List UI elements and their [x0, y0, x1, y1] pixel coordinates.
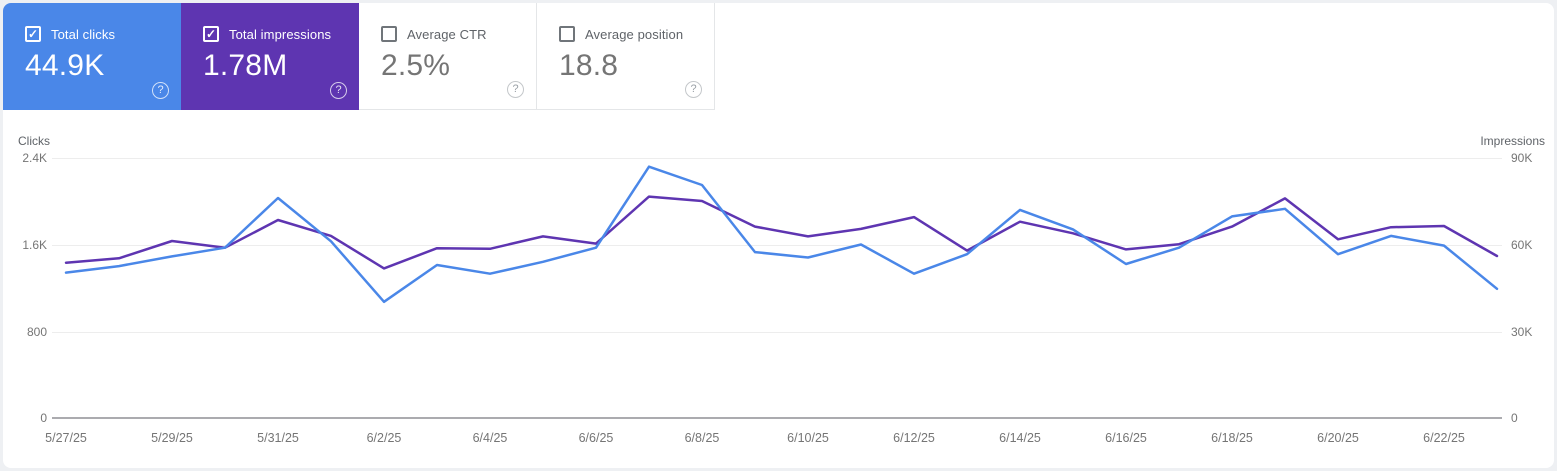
average-ctr-checkbox[interactable]: [381, 26, 397, 42]
date-label: 6/4/25: [472, 431, 508, 445]
metric-cards-row: ✓ Total clicks 44.9K ? ✓ Total impressio…: [3, 3, 715, 110]
date-label: 5/27/25: [45, 431, 87, 445]
card-average-position[interactable]: Average position 18.8 ?: [537, 3, 715, 110]
card-total-clicks[interactable]: ✓ Total clicks 44.9K ?: [3, 3, 181, 110]
total-clicks-value: 44.9K: [25, 49, 105, 82]
average-position-checkbox[interactable]: [559, 26, 575, 42]
date-label: 6/22/25: [1423, 431, 1465, 445]
checkmark-icon: ✓: [205, 27, 217, 41]
right-axis-caption: Impressions: [1480, 134, 1545, 148]
help-icon[interactable]: ?: [507, 81, 524, 98]
average-ctr-value: 2.5%: [381, 49, 451, 82]
clicks-line: [64, 165, 1499, 304]
date-label: 5/29/25: [151, 431, 193, 445]
card-total-impressions[interactable]: ✓ Total impressions 1.78M ?: [181, 3, 359, 110]
date-label: 6/2/25: [366, 431, 402, 445]
card-label: Average CTR: [407, 26, 487, 42]
date-label: 6/10/25: [787, 431, 829, 445]
help-icon[interactable]: ?: [330, 82, 347, 99]
left-axis-caption: Clicks: [18, 134, 50, 148]
performance-panel: ✓ Total clicks 44.9K ? ✓ Total impressio…: [3, 3, 1554, 468]
total-clicks-checkbox[interactable]: ✓: [25, 26, 41, 42]
date-label: 5/31/25: [257, 431, 299, 445]
date-label: 6/20/25: [1317, 431, 1359, 445]
date-label: 6/14/25: [999, 431, 1041, 445]
right-axis-tick-label: 60K: [1511, 238, 1533, 252]
checkmark-icon: ✓: [27, 27, 39, 41]
chart-lines-svg: [64, 165, 1499, 304]
gridline: [52, 158, 1502, 159]
right-axis-tick-label: 90K: [1511, 151, 1533, 165]
date-label: 6/12/25: [893, 431, 935, 445]
average-position-value: 18.8: [559, 49, 619, 82]
card-header: Average position: [559, 26, 700, 42]
gridline: [52, 331, 1502, 333]
date-label: 6/16/25: [1105, 431, 1147, 445]
card-label: Total impressions: [229, 26, 332, 42]
impressions-line: [64, 195, 1499, 270]
card-header: ✓ Total clicks: [25, 26, 167, 42]
right-axis-tick-label: 0: [1511, 410, 1518, 425]
performance-chart: Clicks Impressions 2.4K 1.6K 800 0 90K 60K 30…: [3, 110, 1554, 468]
total-impressions-value: 1.78M: [203, 49, 288, 82]
date-label: 6/8/25: [684, 431, 720, 445]
card-label: Average position: [585, 26, 684, 42]
card-label: Total clicks: [51, 26, 116, 42]
right-axis-tick-label: 30K: [1511, 324, 1533, 339]
date-label: 6/6/25: [578, 431, 614, 445]
card-header: ✓ Total impressions: [203, 26, 345, 42]
left-axis-tick-label: 2.4K: [22, 151, 47, 165]
left-axis-tick-label: 800: [26, 324, 47, 339]
total-impressions-checkbox[interactable]: ✓: [203, 26, 219, 42]
help-icon[interactable]: ?: [152, 82, 169, 99]
x-axis-line: [52, 416, 1502, 419]
date-label: 6/18/25: [1211, 431, 1253, 445]
left-axis-tick-label: 0: [40, 410, 47, 425]
help-icon[interactable]: ?: [685, 81, 702, 98]
gridline: [52, 245, 1502, 246]
card-header: Average CTR: [381, 26, 522, 42]
left-axis-tick-label: 1.6K: [22, 238, 47, 252]
card-average-ctr[interactable]: Average CTR 2.5% ?: [359, 3, 537, 110]
